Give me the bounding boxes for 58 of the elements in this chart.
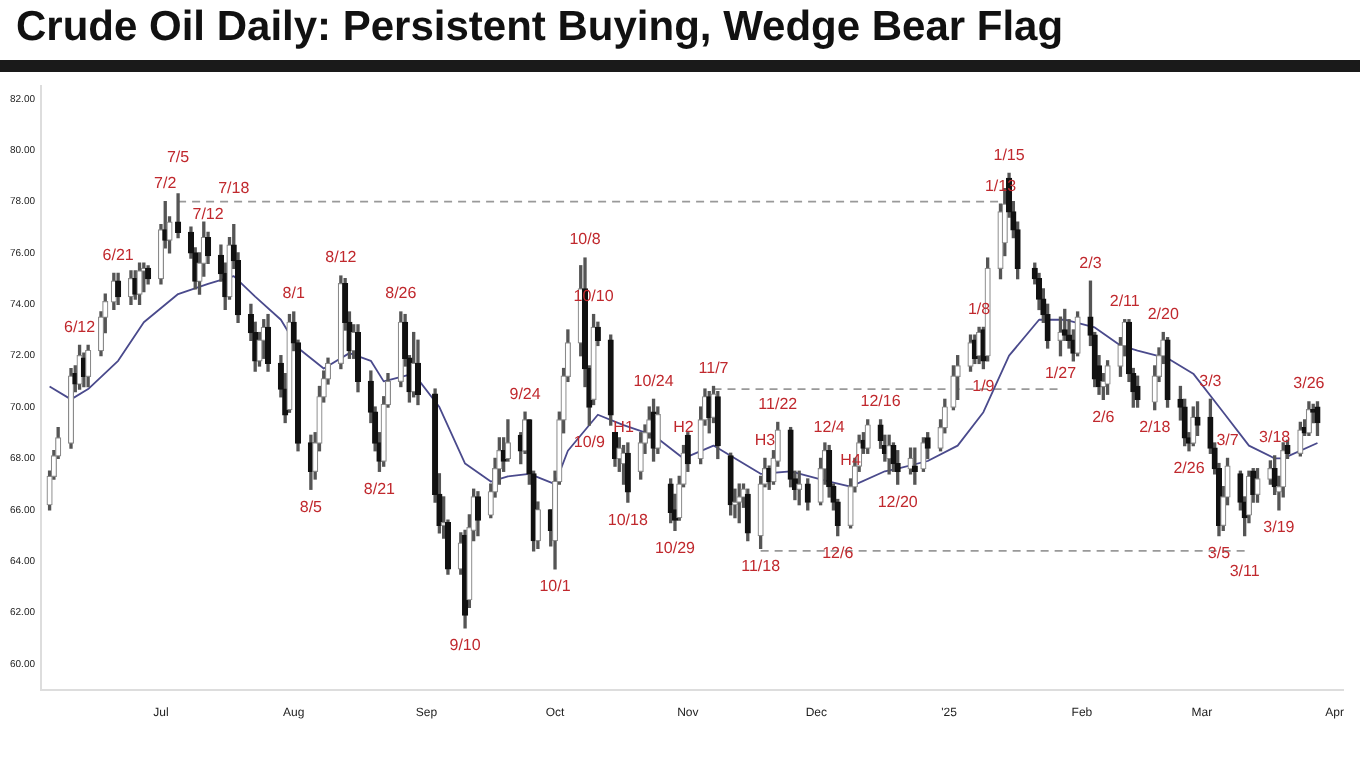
annotation: 2/6	[1092, 407, 1116, 426]
annotation: 8/5	[299, 497, 324, 516]
annotation: 10/18	[607, 510, 649, 529]
candlestick	[474, 491, 481, 537]
annotation: 11/22	[758, 394, 799, 413]
annotation: 2/26	[1173, 459, 1206, 478]
candlestick	[337, 275, 344, 370]
annotation: 8/12	[325, 248, 358, 267]
annotation: 3/5	[1207, 543, 1232, 562]
annotation: 2/11	[1109, 292, 1141, 311]
annotation: H3	[754, 430, 777, 449]
candlestick	[911, 447, 918, 485]
annotation: H4	[840, 451, 862, 470]
annotation: 6/12	[64, 317, 97, 336]
annotation: 9/10	[449, 636, 482, 655]
annotation: 10/29	[654, 538, 697, 557]
candlestick	[1305, 401, 1312, 436]
annotation: 7/12	[192, 204, 225, 223]
annotation: 3/26	[1293, 374, 1326, 393]
annotation: 1/27	[1044, 364, 1078, 383]
annotation: 1/8	[967, 299, 992, 318]
annotation: 12/6	[822, 543, 855, 562]
candlestick	[624, 442, 631, 503]
annotation: 7/18	[218, 179, 251, 198]
annotation: 8/1	[282, 284, 306, 303]
annotation: 7/2	[154, 173, 178, 192]
annotation: 9/24	[509, 384, 542, 403]
annotation: 3/3	[1199, 371, 1223, 390]
annotation: H2	[673, 418, 695, 436]
annotation: 8/26	[385, 284, 418, 303]
candlestick	[175, 193, 182, 239]
candlestick	[611, 432, 619, 467]
annotation: 6/21	[102, 245, 135, 264]
annotation: 10/1	[539, 577, 572, 596]
annotation: 2/20	[1147, 304, 1180, 323]
annotation: 3/7	[1216, 430, 1240, 449]
annotation: 12/4	[813, 418, 846, 436]
annotation: 12/16	[860, 392, 902, 411]
candlestick	[85, 344, 92, 388]
annotation: 3/11	[1229, 561, 1261, 580]
candlestick	[115, 272, 122, 305]
annotation: 1/9	[972, 376, 996, 395]
annotation: 3/19	[1263, 518, 1296, 537]
annotation: 10/8	[569, 230, 602, 249]
chart-title: Crude Oil Daily: Persistent Buying, Wedge Bear Flag	[16, 4, 1064, 52]
annotation: 11/18	[741, 556, 782, 575]
candlestick	[414, 339, 422, 406]
annotation: 3/18	[1259, 428, 1292, 447]
annotation: 10/9	[573, 433, 606, 452]
annotation: 7/5	[166, 148, 191, 167]
annotation: 12/20	[877, 492, 919, 511]
annotation: 2/18	[1139, 418, 1172, 437]
annotation: 10/24	[633, 371, 675, 390]
annotation: 11/7	[698, 358, 730, 377]
annotation: 2/3	[1079, 253, 1103, 272]
annotation: 8/21	[363, 479, 397, 498]
candlestick	[145, 265, 152, 285]
annotation: 1/15	[993, 145, 1026, 164]
